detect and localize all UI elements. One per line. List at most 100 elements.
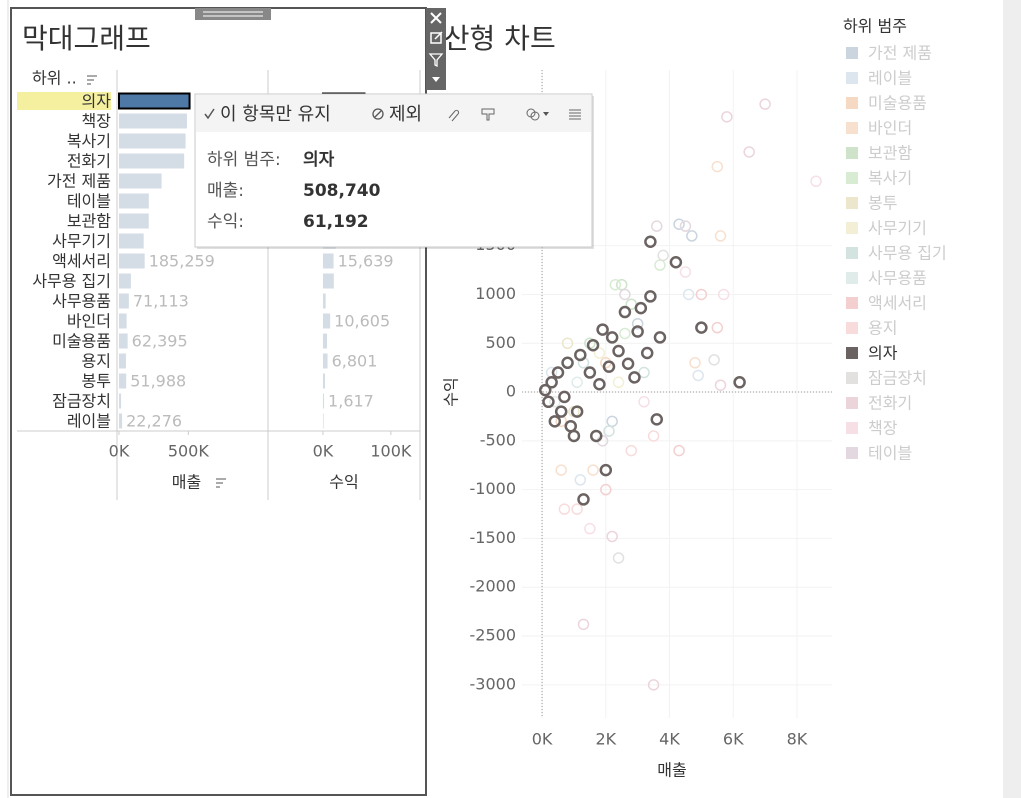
tooltip-actions-bar: [196, 95, 591, 132]
scatter-point: [640, 346, 654, 360]
set-icon[interactable]: [530, 111, 540, 121]
scatter-point: [596, 323, 609, 336]
exclude-icon: [372, 108, 384, 120]
bar: [119, 133, 186, 149]
row-label: 사무용품: [52, 292, 111, 311]
scatter-point: [554, 405, 568, 418]
value-label: 71,113: [133, 292, 189, 311]
row-label: 바인더: [67, 312, 111, 331]
scatter-point: [574, 474, 587, 486]
y-tick-label: -1000: [470, 479, 517, 498]
scatter-point: [654, 259, 666, 271]
tooltip-action[interactable]: 제외: [389, 104, 422, 125]
scatter-point: [602, 360, 616, 373]
bar: [322, 273, 334, 289]
grip[interactable]: [195, 8, 271, 20]
bar: [322, 353, 328, 369]
scatter-point: [631, 325, 644, 338]
legend-entry: 액세서리: [868, 294, 927, 313]
row-label: 액세서리: [52, 252, 111, 271]
tooltip-value: 61,192: [303, 212, 369, 232]
legend-entry: 바인더: [868, 119, 912, 138]
data-icon[interactable]: [569, 109, 581, 120]
bar: [119, 193, 149, 209]
value-label: 22,276: [126, 412, 182, 431]
scatter-point: [673, 444, 685, 457]
scatter-point: [606, 415, 618, 428]
popout-icon[interactable]: [430, 31, 443, 44]
legend-entry: 전화기: [868, 394, 912, 413]
group-icon[interactable]: [448, 109, 460, 122]
sort-icon: [216, 478, 226, 488]
scatter-point: [545, 376, 558, 389]
legend-swatch: [846, 47, 858, 59]
scatter-point: [619, 327, 631, 340]
bar: [119, 233, 144, 249]
scatter-point: [589, 429, 603, 443]
legend-entry: 복사기: [868, 169, 912, 188]
legend-entry: 용지: [868, 319, 897, 338]
x-tick-label: 0K: [313, 442, 334, 461]
scatter-point: [657, 249, 669, 262]
legend-swatch: [846, 172, 858, 184]
scatter-point: [555, 464, 567, 476]
scatter-point: [618, 305, 632, 319]
scatter-point: [634, 301, 648, 315]
legend-entry: 의자: [868, 344, 898, 363]
bar: [322, 293, 326, 309]
scatter-point: [621, 357, 635, 370]
legend-swatch: [846, 447, 858, 459]
row-label: 사무기기: [52, 232, 111, 251]
scatter-point: [603, 425, 615, 437]
close-icon[interactable]: [430, 12, 442, 24]
value-label: 10,605: [334, 312, 390, 331]
scatter-point: [593, 347, 606, 359]
bar: [119, 373, 127, 389]
bar: [322, 313, 331, 329]
bar: [119, 293, 129, 309]
scatter-point: [669, 256, 683, 269]
legend-entry: 미술용품: [868, 94, 927, 113]
scatter-point: [570, 405, 584, 418]
row-label: 사무용 집기: [32, 272, 111, 291]
legend-swatch: [846, 397, 858, 409]
legend-entry: 사무기기: [868, 219, 927, 238]
bar: [119, 253, 145, 269]
scatter-point: [686, 230, 698, 242]
x-tick-label: 6K: [723, 730, 744, 749]
tooltip-value: 의자: [303, 150, 335, 170]
scatter-point: [600, 483, 612, 496]
row-label: 복사기: [67, 132, 111, 151]
scatter-point: [619, 288, 631, 301]
legend-swatch: [846, 347, 858, 359]
legend-entry: 사무용품: [868, 269, 927, 288]
scatter-point: [551, 366, 565, 379]
scatter-point: [564, 419, 577, 433]
scatter-point: [650, 413, 664, 426]
sheet-toolbar: [426, 8, 446, 90]
scatter-point: [717, 288, 730, 301]
legend-swatch: [846, 372, 858, 384]
x-tick-label: 4K: [659, 730, 680, 749]
scatter-point: [583, 366, 597, 379]
scatter-point: [587, 464, 599, 476]
keep-icon: [204, 108, 215, 120]
filter-icon[interactable]: [428, 53, 444, 68]
label-icon[interactable]: [481, 108, 495, 121]
legend-entry: 테이블: [868, 444, 912, 463]
scatter-point: [567, 429, 581, 443]
x-tick-label: 100K: [370, 442, 412, 461]
scatter-point: [708, 354, 720, 366]
legend-entry: 사무용 집기: [868, 244, 947, 263]
menu-icon[interactable]: [432, 77, 440, 82]
row-label: 잠금장치: [52, 392, 111, 411]
scatter-point: [609, 278, 622, 291]
bar: [119, 413, 123, 429]
tooltip-action[interactable]: 이 항목만 유지: [220, 104, 331, 125]
row-label: 보관함: [67, 212, 111, 231]
set-menu-icon[interactable]: [543, 112, 549, 116]
scatter-point: [638, 396, 650, 408]
bar: [322, 253, 334, 269]
